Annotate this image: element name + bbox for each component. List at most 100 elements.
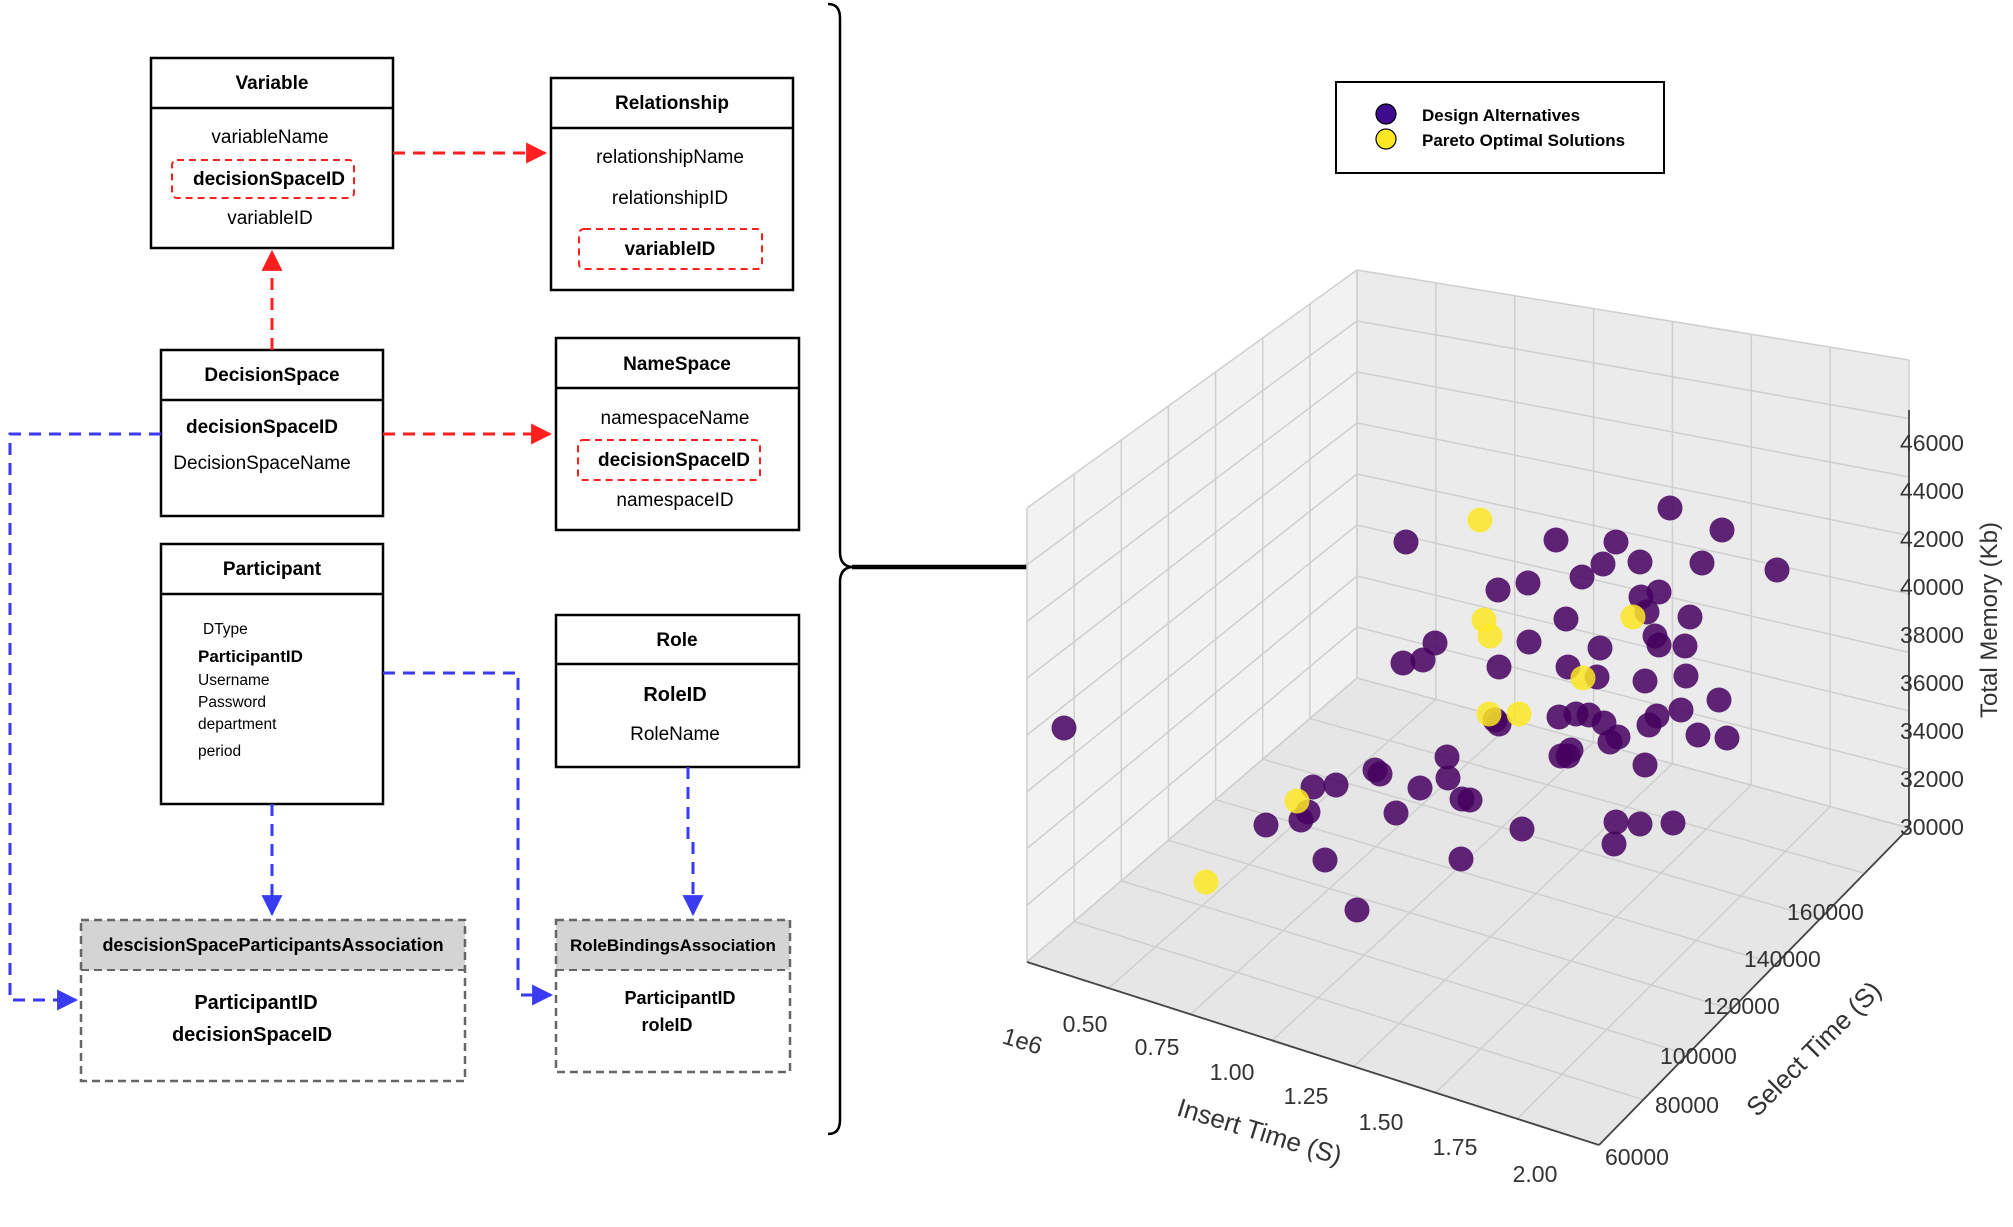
fk-highlight [577, 439, 761, 481]
gridline [1516, 806, 1831, 1120]
x-tick-label: 1.75 [1433, 1134, 1478, 1160]
edge-decisionspace-dspa [8, 432, 161, 1011]
gridline [1026, 269, 1358, 509]
gridline [1356, 677, 1910, 829]
pane-left [1027, 270, 1357, 962]
gridline [1108, 698, 1437, 989]
gridline [1356, 575, 1910, 712]
design-point [1390, 650, 1416, 676]
entity-decisionspace: DecisionSpace decisionSpaceID DecisionSp… [159, 348, 385, 518]
design-point [1706, 687, 1732, 713]
gridline [1356, 320, 1910, 420]
pareto-point [1476, 701, 1502, 727]
design-point [1632, 752, 1658, 778]
pareto-point [1477, 623, 1503, 649]
relationship-field-variableid: variableID [625, 239, 716, 260]
entity-rba: RoleBindingsAssociation ParticipantID ro… [554, 918, 792, 1074]
fk-highlight [171, 159, 355, 199]
pareto-point [1620, 604, 1646, 630]
design-point [1590, 551, 1616, 577]
rba-field-participantid: ParticipantID [624, 988, 735, 1008]
design-point [1515, 570, 1541, 596]
entity-dspa-title: descisionSpaceParticipantsAssociation [102, 935, 443, 955]
design-point [1685, 722, 1711, 748]
namespace-field-decisionspaceid: decisionSpaceID [598, 450, 750, 471]
gridline [1262, 758, 1821, 920]
design-point [1632, 668, 1658, 694]
z-tick-label: 44000 [1900, 478, 1964, 504]
z-tick-label: 34000 [1900, 718, 1964, 744]
design-point [1362, 757, 1388, 783]
design-point [1603, 809, 1629, 835]
gridlines [1026, 269, 1910, 1146]
z-tick-label: 40000 [1900, 574, 1964, 600]
x-tick-label: 2.00 [1513, 1161, 1558, 1187]
design-point [1657, 495, 1683, 521]
pane-floor [1027, 678, 1909, 1145]
design-point [1383, 800, 1409, 826]
gridline [1073, 920, 1644, 1101]
design-point [1709, 517, 1735, 543]
design-point [1516, 629, 1542, 655]
gridline [1356, 473, 1910, 595]
gridline [1356, 269, 1910, 361]
entity-relationship-title: Relationship [615, 93, 729, 114]
design-point [1288, 807, 1314, 833]
design-point [1646, 632, 1672, 658]
participant-field-password: Password [198, 694, 266, 711]
y-tick-label: 120000 [1703, 993, 1780, 1019]
dspa-field-participantid: ParticipantID [194, 992, 317, 1014]
edge-role-rba [682, 767, 704, 917]
x-ticks: 0.50 0.75 1.00 1.25 1.50 1.75 2.00 [1063, 1011, 1558, 1187]
rba-field-roleid: roleID [641, 1015, 692, 1035]
design-point [1644, 703, 1670, 729]
design-point [1672, 633, 1698, 659]
design-point [1457, 787, 1483, 813]
design-point [1323, 772, 1349, 798]
namespace-field-name: namespaceName [601, 408, 750, 429]
x-tick-label: 0.75 [1135, 1034, 1180, 1060]
gridline [1026, 677, 1358, 963]
z-ticks: 30000 32000 34000 36000 38000 40000 4200… [1900, 430, 1964, 840]
variable-field-name: variableName [211, 127, 328, 148]
z-axis-label: Total Memory (Kb) [1976, 522, 2003, 718]
design-point [1509, 816, 1535, 842]
design-point [1448, 846, 1474, 872]
design-point [1393, 529, 1419, 555]
entity-rba-title: RoleBindingsAssociation [570, 936, 776, 955]
scatter-3d-chart: 0.50 0.75 1.00 1.25 1.50 1.75 2.00 1e6 I… [999, 269, 2003, 1187]
design-point [1764, 557, 1790, 583]
design-point [1543, 527, 1569, 553]
design-point [1714, 725, 1740, 751]
pareto-point [1467, 507, 1493, 533]
design-point [1344, 897, 1370, 923]
variable-field-decisionspaceid: decisionSpaceID [193, 169, 345, 190]
x-tick-label: 1.00 [1210, 1059, 1255, 1085]
pareto-point [1570, 665, 1596, 691]
entity-variable-title: Variable [236, 73, 309, 94]
z-tick-label: 36000 [1900, 670, 1964, 696]
entity-namespace-title: NameSpace [623, 354, 731, 375]
gridline [1356, 422, 1910, 537]
y-tick-label: 140000 [1744, 946, 1821, 972]
entity-role-title: Role [656, 630, 697, 651]
pareto-point [1284, 788, 1310, 814]
gridline [1121, 880, 1688, 1056]
entity-role: Role RoleID RoleName [554, 613, 801, 769]
design-point [1605, 724, 1631, 750]
participant-field-id: ParticipantID [198, 647, 303, 666]
legend-marker-pareto [1375, 128, 1397, 150]
design-point [1646, 579, 1672, 605]
relationship-field-name: relationshipName [596, 147, 744, 168]
z-tick-label: 30000 [1900, 814, 1964, 840]
gridline [1271, 741, 1595, 1041]
fk-highlight [578, 228, 763, 270]
entity-participant-title: Participant [223, 559, 322, 580]
design-point [1569, 564, 1595, 590]
pane-back [1357, 270, 1909, 828]
connectors [8, 142, 704, 1011]
data-points [1051, 495, 1790, 923]
gridline [1026, 320, 1358, 566]
edge-participant-rba [383, 671, 554, 1006]
relationship-field-id: relationshipID [612, 188, 728, 209]
